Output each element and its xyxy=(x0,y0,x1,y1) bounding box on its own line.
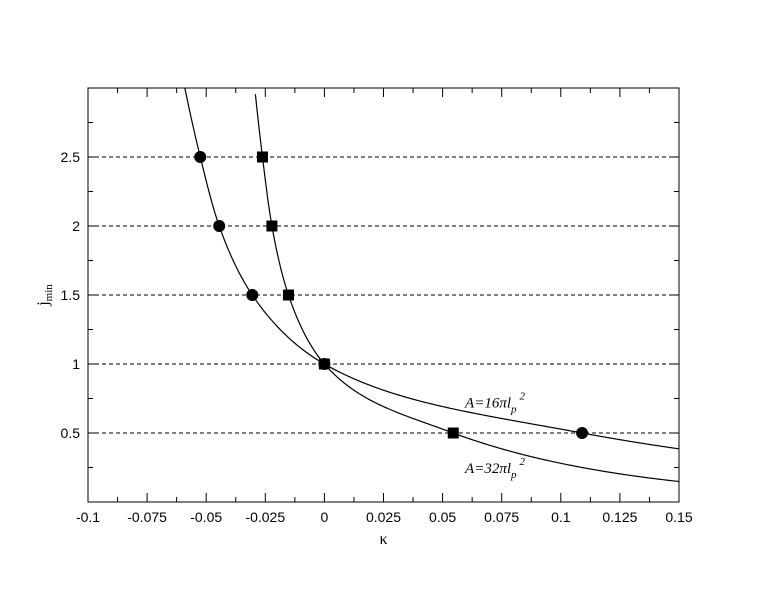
axis-ticks xyxy=(87,88,680,502)
circle-marker xyxy=(576,427,589,439)
x-tick-label: 0.125 xyxy=(602,509,637,525)
series-label-a16: A=16πlp2 xyxy=(464,390,525,415)
y-tick-label: 1 xyxy=(72,356,80,372)
y-tick-label: 1.5 xyxy=(61,287,81,303)
square-marker xyxy=(266,220,278,232)
x-tick-label: 0.1 xyxy=(551,509,571,525)
y-axis-label-sub: min xyxy=(43,284,55,302)
y-axis-label: jmin xyxy=(35,284,55,307)
square-marker xyxy=(282,289,294,301)
series-curve-0 xyxy=(184,88,680,450)
square-marker xyxy=(318,358,330,370)
circle-marker xyxy=(213,220,226,232)
tick-labels: 0.5 1 1.5 2 2.5 -0.1 -0.075 -0.05 -0.025 0 0.025 0.… xyxy=(61,149,693,525)
y-axis-label-main: j xyxy=(35,301,52,306)
x-tick-label: 0.075 xyxy=(484,509,519,525)
x-tick-label: 0.05 xyxy=(429,509,456,525)
grid-lines xyxy=(88,156,679,434)
circle-marker xyxy=(246,289,259,301)
x-axis-label: κ xyxy=(379,531,387,548)
y-tick-label: 2.5 xyxy=(61,149,81,165)
square-marker xyxy=(256,151,268,163)
x-tick-label: 0.025 xyxy=(366,509,401,525)
x-tick-label: 0.15 xyxy=(665,509,692,525)
series-curve-1 xyxy=(254,94,679,483)
y-tick-label: 0.5 xyxy=(61,425,81,441)
y-tick-label: 2 xyxy=(72,218,80,234)
x-tick-label: -0.075 xyxy=(127,509,167,525)
x-tick-label: -0.05 xyxy=(190,509,222,525)
circle-marker xyxy=(194,151,207,163)
series-label-a32: A=32πlp2 xyxy=(464,456,525,481)
square-marker xyxy=(447,427,459,439)
data-markers xyxy=(194,151,589,439)
series-curves xyxy=(184,88,680,483)
x-tick-label: -0.1 xyxy=(76,509,100,525)
x-tick-label: 0 xyxy=(321,509,329,525)
x-tick-label: -0.025 xyxy=(245,509,285,525)
